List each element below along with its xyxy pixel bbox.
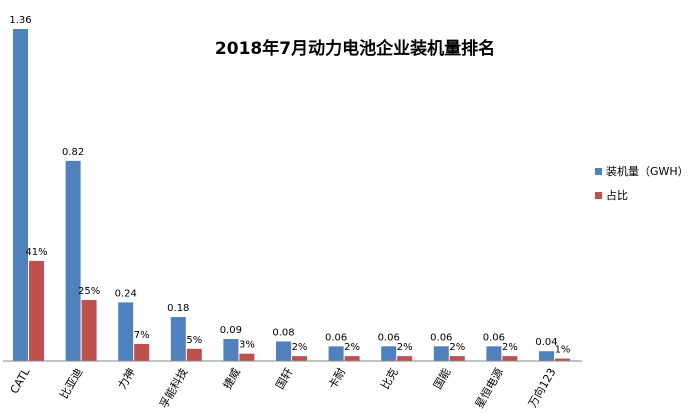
- category-label: 孚能科技: [156, 366, 190, 411]
- bar-share: [344, 356, 360, 361]
- data-label: 3%: [239, 340, 255, 351]
- bar-capacity: [223, 339, 239, 361]
- category-label: 卡耐: [326, 366, 348, 392]
- bar-capacity: [276, 341, 291, 361]
- data-label: 0.04: [535, 337, 557, 348]
- category-label: 星恒电源: [472, 366, 506, 411]
- data-label: 0.06: [378, 332, 400, 343]
- data-label: 2%: [397, 342, 413, 353]
- legend-swatch-capacity: [595, 168, 602, 175]
- legend-label-capacity: 装机量（GWH）: [606, 164, 689, 178]
- legend-label-share: 占比: [606, 188, 628, 202]
- data-label: 5%: [186, 335, 202, 346]
- bar-capacity: [170, 317, 186, 361]
- bar-share: [239, 353, 255, 361]
- bar-share: [555, 358, 570, 361]
- data-label: 2%: [502, 342, 518, 353]
- bar-share: [81, 299, 97, 361]
- category-label: CATL: [8, 365, 33, 396]
- data-label: 0.82: [62, 147, 84, 158]
- bar-capacity: [65, 160, 81, 361]
- category-label: 万向123: [525, 366, 559, 410]
- data-label: 0.06: [483, 332, 505, 343]
- category-label: 比亚迪: [57, 366, 85, 401]
- data-label: 0.24: [115, 288, 137, 299]
- bar-capacity: [118, 302, 134, 361]
- category-label: 捷威: [220, 366, 243, 392]
- data-label: 0.08: [272, 327, 294, 338]
- category-label: 比克: [379, 366, 401, 392]
- data-label: 2%: [449, 342, 465, 353]
- data-label: 41%: [25, 247, 47, 258]
- bar-share: [502, 356, 518, 361]
- data-label: 1.36: [9, 15, 31, 26]
- category-label: 力神: [115, 366, 138, 392]
- data-label: 1%: [555, 345, 571, 356]
- bar-share: [186, 348, 202, 361]
- bar-share: [29, 260, 44, 361]
- data-label: 2%: [344, 342, 360, 353]
- data-label: 7%: [134, 330, 150, 341]
- legend: 装机量（GWH） 占比: [595, 164, 689, 202]
- data-label: 0.06: [430, 332, 452, 343]
- data-label: 2%: [292, 342, 308, 353]
- bar-share: [397, 356, 413, 361]
- chart-title: 2018年7月动力电池企业装机量排名: [215, 38, 495, 59]
- bar-capacity: [539, 351, 554, 361]
- category-label: 国能: [430, 366, 453, 392]
- data-label: 0.18: [167, 303, 189, 314]
- plot-area: 1.36 41% CATL 0.82 25% 比亚迪 0.24 7% 力神 0.18 5% 孚能科技 0…: [3, 15, 582, 411]
- bar-capacity: [328, 346, 344, 361]
- bar-capacity: [433, 346, 449, 361]
- category-label: 国轩: [272, 366, 295, 392]
- bar-capacity: [381, 346, 397, 361]
- bar-share: [449, 356, 465, 361]
- bar-capacity: [13, 29, 28, 361]
- data-label: 25%: [78, 286, 100, 297]
- bar-share: [134, 343, 150, 361]
- bar-share: [292, 356, 307, 361]
- data-label: 0.09: [220, 325, 242, 336]
- legend-swatch-share: [595, 192, 602, 199]
- bar-capacity: [486, 346, 502, 361]
- data-label: 0.06: [325, 332, 347, 343]
